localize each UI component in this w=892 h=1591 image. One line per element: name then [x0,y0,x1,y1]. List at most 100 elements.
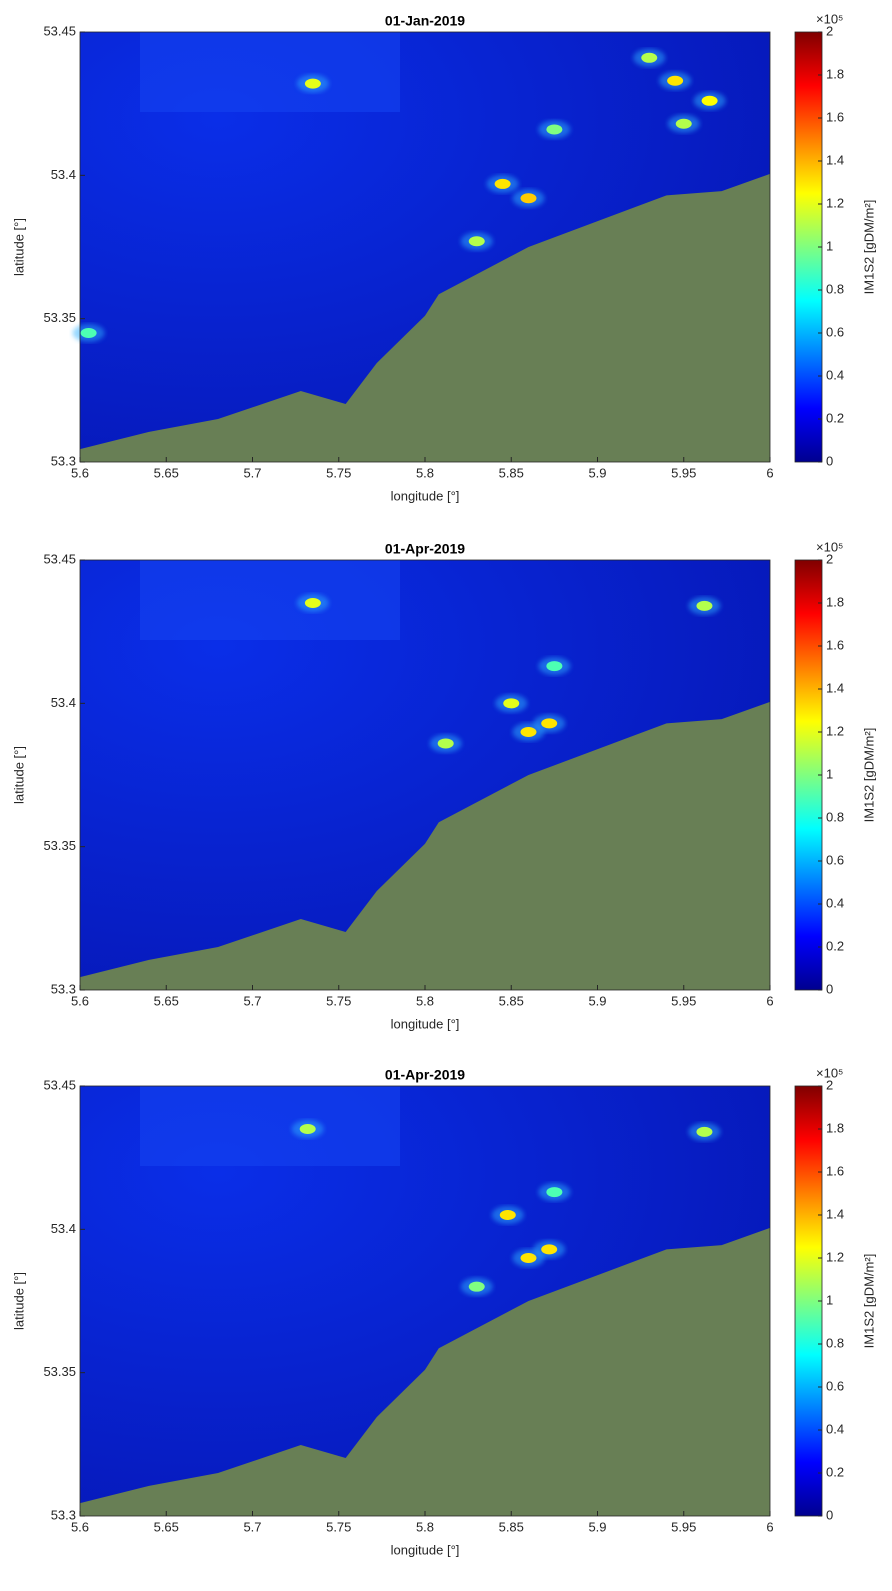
colorbar-tick-label: 1 [826,238,833,253]
hotspot [468,1281,485,1292]
colorbar-tick-label: 1 [826,1292,833,1307]
x-tick-label: 5.8 [416,1519,434,1534]
land [80,1227,770,1516]
colorbar-tick-label: 1.6 [826,1163,844,1178]
x-tick-label: 5.75 [326,1519,351,1534]
colorbar-tick-label: 0.8 [826,281,844,296]
chart-title: 01-Jan-2019 [385,13,465,29]
x-tick-label: 5.8 [416,465,434,480]
upper-shallow [140,1086,400,1166]
y-tick-label: 53.45 [43,551,76,566]
x-tick-label: 5.9 [588,465,606,480]
colorbar-tick-label: 1.2 [826,723,844,738]
colorbar-tick-label: 0.6 [826,324,844,339]
hotspot [541,718,558,729]
x-tick-label: 5.8 [416,993,434,1008]
colorbar-tick-label: 1.8 [826,66,844,81]
hotspot [546,124,563,135]
y-tick-label: 53.45 [43,23,76,38]
hotspot [494,178,511,189]
x-tick-label: 6 [766,465,773,480]
x-tick-label: 5.65 [154,1519,179,1534]
y-tick-label: 53.3 [51,981,76,996]
upper-shallow [140,32,400,112]
panel: 5.6 5.65 5.7 5.75 5.8 5.85 5.9 5.95 6 53.3 53.35 53… [11,539,876,1031]
land [80,701,770,990]
colorbar-tick-label: 0.4 [826,1421,844,1436]
y-axis-label: latitude [°] [11,746,26,804]
hotspot [701,95,718,106]
x-tick-label: 5.9 [588,993,606,1008]
x-tick-label: 6 [766,1519,773,1534]
x-tick-label: 5.95 [671,993,696,1008]
colorbar-exponent: ×10⁵ [816,539,843,554]
x-tick-label: 5.75 [326,465,351,480]
x-axis-label: longitude [°] [391,488,460,503]
colorbar [794,1085,823,1517]
colorbar-tick-label: 0.2 [826,1464,844,1479]
hotspot [468,236,485,247]
colorbar [794,31,823,463]
x-tick-label: 5.6 [71,465,89,480]
x-axis-label: longitude [°] [391,1542,460,1557]
y-axis-label: latitude [°] [11,218,26,276]
y-axis-label: latitude [°] [11,1272,26,1330]
colorbar-tick-label: 0.2 [826,410,844,425]
colorbar-tick-label: 0.8 [826,809,844,824]
x-tick-label: 5.85 [499,465,524,480]
panel: 5.6 5.65 5.7 5.75 5.8 5.85 5.9 5.95 6 53.3 53.35 53… [11,11,876,503]
colorbar-tick-label: 1.6 [826,109,844,124]
colorbar-tick-label: 1.2 [826,1249,844,1264]
colorbar-tick-label: 0 [826,453,833,468]
colorbar-tick-label: 1.4 [826,680,844,695]
chart-title: 01-Apr-2019 [385,1067,465,1083]
hotspot [546,1187,563,1198]
hotspot [499,1210,516,1220]
y-tick-label: 53.35 [43,838,76,853]
colorbar-tick-label: 0.2 [826,938,844,953]
colorbar-exponent: ×10⁵ [816,1065,843,1080]
y-tick-label: 53.3 [51,1507,76,1522]
hotspot [546,661,563,672]
hotspot [696,1126,713,1137]
hotspot [80,328,97,338]
x-tick-label: 5.7 [243,1519,261,1534]
hotspot [667,75,684,86]
upper-shallow [140,560,400,640]
y-tick-label: 53.35 [43,310,76,325]
y-tick-label: 53.4 [51,695,76,710]
hotspot [641,52,658,63]
y-tick-label: 53.3 [51,453,76,468]
hotspot [304,598,321,608]
colorbar-tick-label: 1.4 [826,1206,844,1221]
colorbar-tick-label: 0.6 [826,852,844,867]
colorbar-tick-label: 1.6 [826,637,844,652]
y-tick-label: 53.35 [43,1364,76,1379]
hotspot [437,738,454,749]
hotspots [296,594,721,753]
x-tick-label: 5.6 [71,993,89,1008]
colorbar-label: IM1S2 [gDM/m²] [861,200,876,295]
colorbar-tick-label: 2 [826,1077,833,1092]
x-tick-label: 5.95 [671,465,696,480]
chart-title: 01-Apr-2019 [385,541,465,557]
colorbar-tick-label: 0.6 [826,1378,844,1393]
colorbar-tick-label: 1.4 [826,152,844,167]
hotspot [503,698,520,709]
x-tick-label: 5.7 [243,465,261,480]
panel: 5.6 5.65 5.7 5.75 5.8 5.85 5.9 5.95 6 53.3 53.35 53… [11,1065,876,1557]
colorbar-tick-label: 0 [826,981,833,996]
y-tick-label: 53.45 [43,1077,76,1092]
hotspot [675,118,692,129]
x-tick-label: 5.85 [499,1519,524,1534]
hotspot [520,727,537,737]
colorbar-tick-label: 0.4 [826,895,844,910]
colorbar-tick-label: 0 [826,1507,833,1522]
hotspot [520,1253,537,1263]
x-tick-label: 5.65 [154,465,179,480]
x-tick-label: 5.75 [326,993,351,1008]
colorbar-tick-label: 1.2 [826,195,844,210]
hotspots [72,48,726,342]
colorbar-tick-label: 1.8 [826,594,844,609]
